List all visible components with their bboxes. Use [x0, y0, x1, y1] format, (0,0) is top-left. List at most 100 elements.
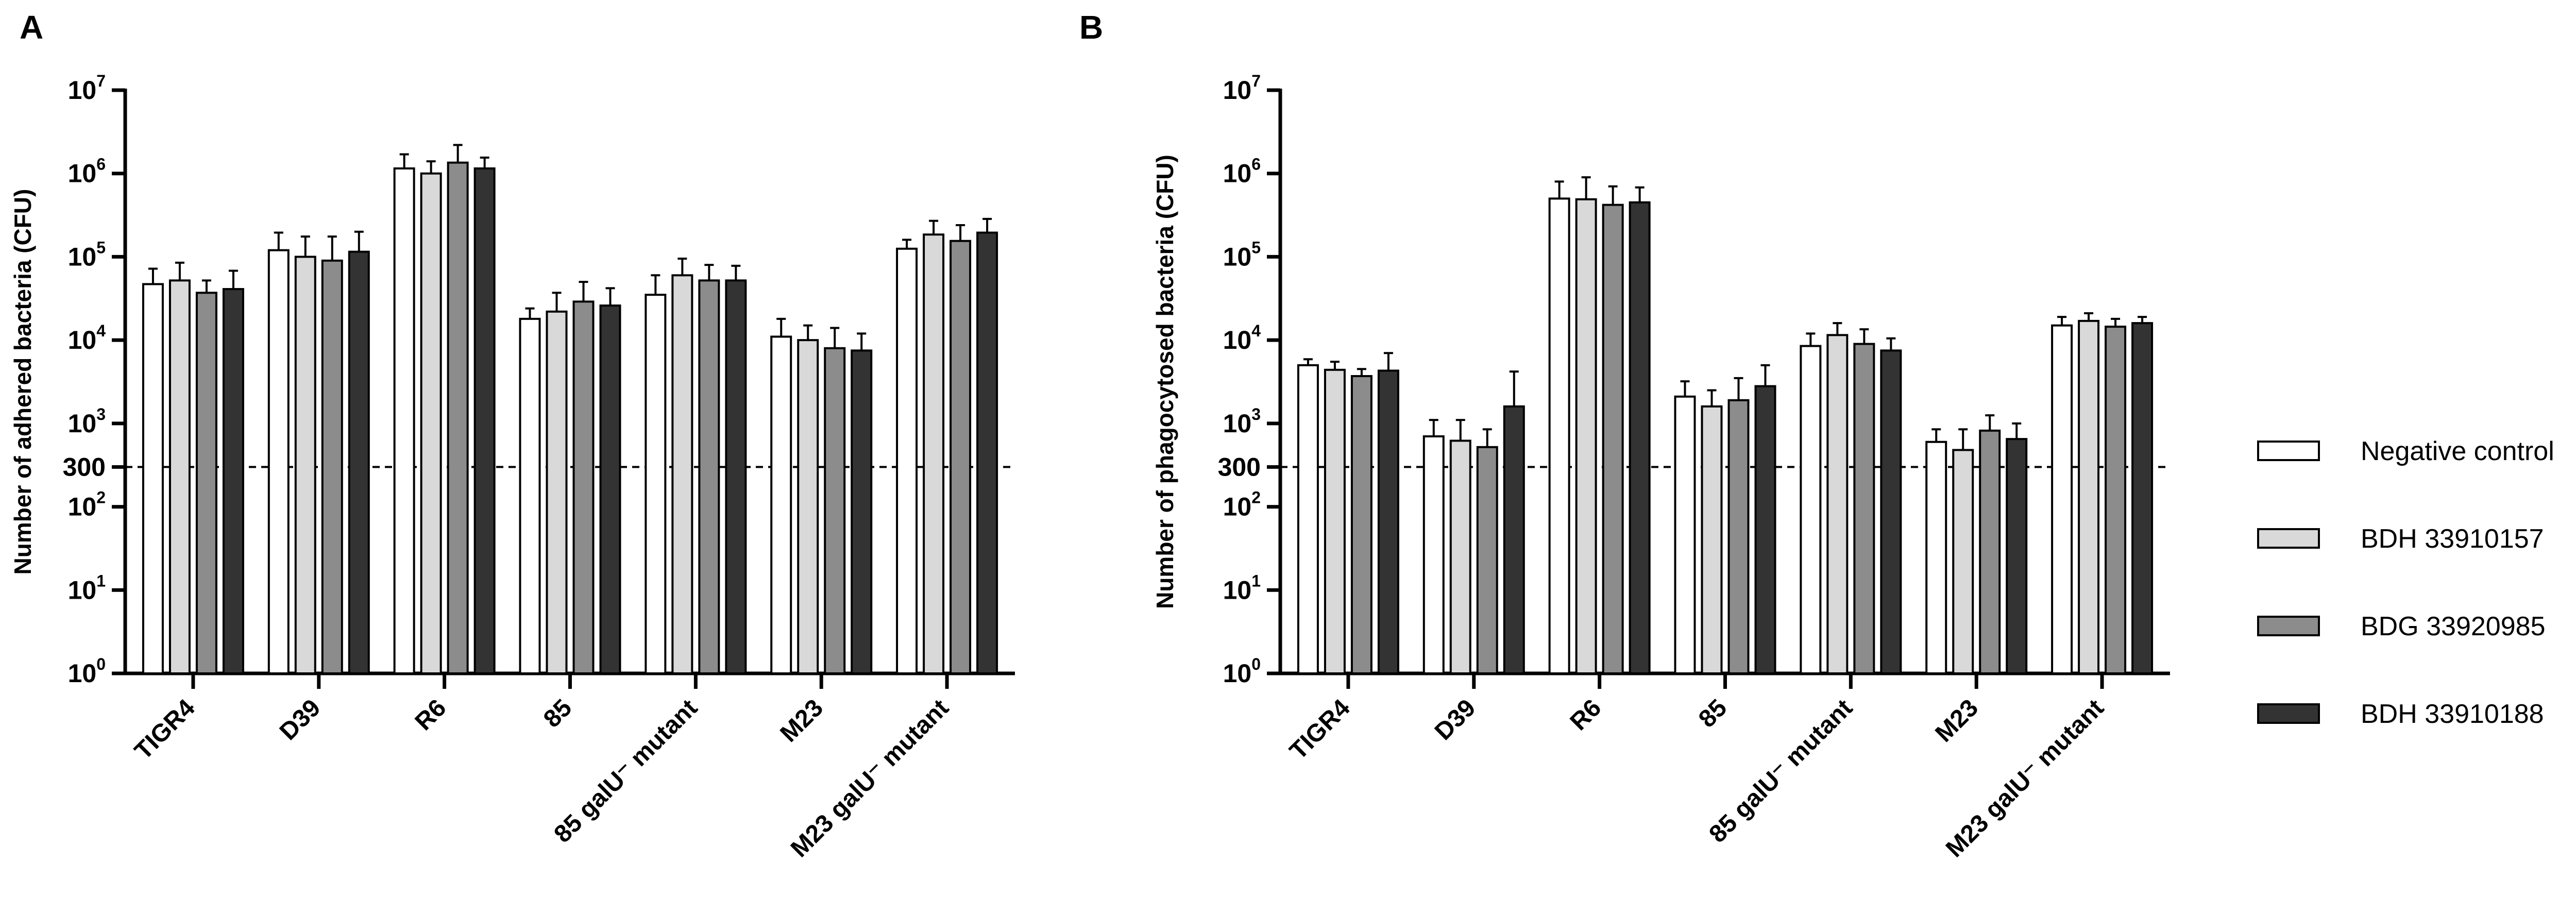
x-tick-label: D39 [275, 694, 326, 746]
y-tick-label: 101 [1223, 571, 1261, 604]
bar-1 [1674, 395, 1696, 674]
bar-3 [321, 259, 343, 675]
y-tick-label: 105 [1223, 238, 1261, 271]
bar-4 [851, 349, 873, 674]
bar-2 [1449, 439, 1471, 674]
bar-1 [645, 294, 667, 674]
bar-2 [1324, 368, 1346, 674]
bar-2 [168, 279, 191, 674]
bar-4 [1754, 385, 1776, 674]
legend-swatch [2257, 528, 2320, 549]
y-tick-label-threshold: 300 [63, 452, 106, 481]
bar-2 [1952, 449, 1974, 674]
bar-4 [725, 279, 747, 674]
legend-label: Negative control [2361, 436, 2554, 466]
bar-4 [599, 304, 621, 674]
bar-2 [2078, 319, 2100, 674]
y-tick-label: 100 [1223, 655, 1261, 688]
y-axis-label: Number of adhered bacteria (CFU) [9, 189, 36, 575]
bar-2 [294, 256, 316, 674]
y-tick-label: 102 [68, 488, 106, 521]
bar-3 [1979, 429, 2001, 674]
y-tick-label: 106 [1223, 155, 1261, 188]
bar-1 [393, 167, 415, 675]
bar-3 [950, 240, 972, 674]
legend-label: BDH 33910188 [2361, 699, 2544, 729]
y-tick-label: 104 [68, 321, 106, 354]
bar-3 [698, 279, 720, 674]
bar-2 [797, 339, 819, 674]
y-tick-label: 105 [68, 238, 106, 271]
panel-b: B Number of phagocytosed bacteria (CFU) 10… [1079, 9, 2170, 862]
bar-1 [1548, 197, 1570, 674]
bar-3 [824, 347, 846, 674]
bar-2 [420, 172, 442, 674]
bar-2 [671, 274, 693, 674]
y-axis-label: Number of phagocytosed bacteria (CFU) [1151, 155, 1178, 609]
bar-4 [222, 288, 244, 674]
bar-3 [1350, 375, 1372, 674]
bar-4 [2131, 322, 2154, 674]
bar-3 [1602, 204, 1624, 674]
x-tick-label: TIGR4 [129, 694, 200, 765]
legend: Negative control BDH 33910157 BDG 33920985… [2257, 436, 2554, 729]
y-tick-label: 107 [68, 72, 106, 105]
legend-swatch [2257, 703, 2320, 724]
legend-label: BDH 33910157 [2361, 524, 2544, 554]
legend-label: BDG 33920985 [2361, 612, 2546, 641]
bar-1 [1422, 435, 1445, 674]
x-tick-label: M23 [775, 694, 828, 748]
bar-2 [1701, 405, 1723, 674]
bar-2 [546, 310, 568, 674]
bar-1 [896, 247, 918, 674]
bar-4 [1880, 349, 1902, 674]
bar-1 [1800, 345, 1822, 674]
bar-4 [976, 231, 998, 674]
bar-3 [2105, 326, 2127, 674]
x-tick-label: M23 [1930, 694, 1984, 748]
bar-3 [195, 292, 217, 674]
bar-4 [348, 250, 370, 674]
x-tick-label: 85 [538, 694, 577, 733]
y-tick-label: 102 [1223, 488, 1261, 521]
panel-letter-a: A [20, 9, 43, 46]
bar-4 [1377, 369, 1399, 674]
y-tick-label: 103 [1223, 405, 1261, 438]
bar-4 [473, 167, 496, 675]
bar-3 [1727, 399, 1750, 674]
bar-4 [1503, 405, 1525, 674]
y-tick-label: 100 [68, 655, 106, 688]
bar-1 [142, 283, 164, 674]
x-tick-label: 85 [1693, 694, 1732, 733]
bar-1 [1925, 441, 1947, 675]
x-tick-label: R6 [1565, 694, 1607, 736]
bar-2 [923, 233, 945, 674]
y-tick-label: 104 [1223, 321, 1261, 354]
bar-1 [519, 317, 541, 674]
bar-3 [572, 300, 595, 674]
bar-3 [447, 161, 469, 674]
y-tick-label: 101 [68, 571, 106, 604]
y-tick-label: 106 [68, 155, 106, 188]
bar-2 [1575, 198, 1597, 674]
bar-4 [2006, 438, 2028, 675]
panel-a: A Number of adhered bacteria (CFU) 100 101 1… [9, 9, 1015, 862]
bar-1 [267, 249, 290, 674]
x-tick-label: R6 [410, 694, 452, 736]
bar-4 [1629, 201, 1651, 674]
y-tick-label: 103 [68, 405, 106, 438]
bar-1 [770, 335, 792, 674]
bar-1 [1297, 364, 1319, 674]
y-tick-label: 107 [1223, 72, 1261, 105]
x-tick-label: D39 [1430, 694, 1481, 746]
bar-1 [2051, 324, 2073, 674]
bar-3 [1853, 343, 1875, 674]
x-tick-label: TIGR4 [1284, 694, 1355, 765]
legend-swatch [2257, 616, 2320, 636]
legend-swatch [2257, 441, 2320, 461]
bar-2 [1826, 334, 1849, 674]
panel-letter-b: B [1079, 9, 1103, 46]
bar-3 [1476, 446, 1498, 674]
y-tick-label-threshold: 300 [1218, 452, 1261, 481]
